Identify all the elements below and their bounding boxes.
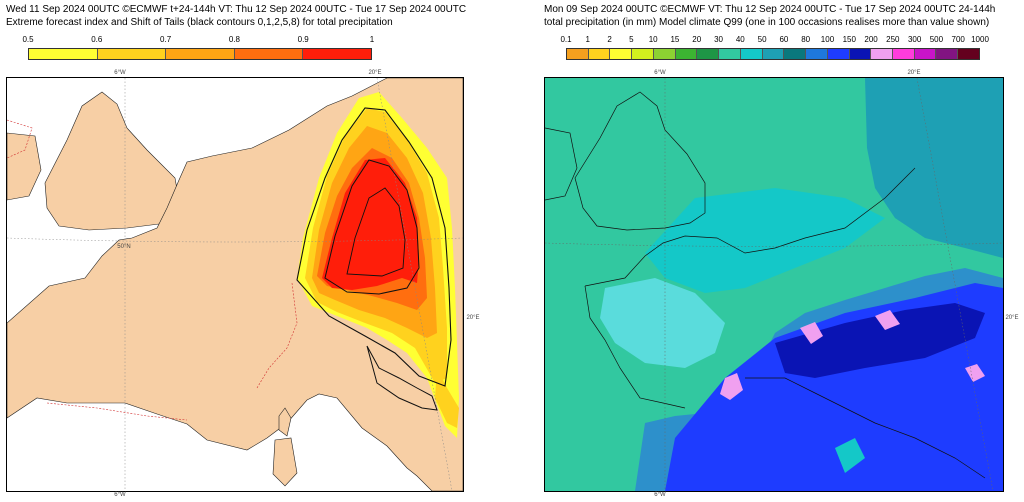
legend-tick-label: 15 (670, 35, 680, 44)
legend-tick-label: 0.8 (228, 35, 240, 44)
legend-tick-label: 20 (692, 35, 702, 44)
ireland-outline (545, 127, 578, 201)
climate-gulf-zone (775, 303, 985, 378)
legend-swatch (29, 49, 98, 59)
contour-2 (346, 187, 406, 277)
legend-tick-label: 700 (951, 35, 965, 44)
legend-tick-label: 300 (907, 35, 922, 44)
legend-swatch (632, 49, 654, 59)
legend-tick-label: 60 (779, 35, 789, 44)
legend-tick-label: 5 (629, 35, 634, 44)
legend-swatch (97, 49, 167, 59)
great-britain-outline (574, 91, 706, 231)
efi-label-50n: 50°N (117, 244, 131, 250)
great-britain (44, 91, 182, 231)
parallel-50n (7, 237, 463, 243)
climate-sardinia (835, 438, 865, 473)
orography-rhone (256, 282, 298, 389)
legend-swatch (567, 49, 589, 59)
legend-swatch (303, 49, 371, 59)
climate-central-europe (865, 78, 1003, 258)
efi-label-top-20e: 20°E (368, 70, 382, 76)
climate-title-line1: Mon 09 Sep 2024 00UTC ©ECMWF VT: Thu 12 … (544, 4, 996, 15)
legend-swatch (166, 49, 235, 59)
contour-0 (296, 107, 452, 387)
legend-swatch (740, 49, 763, 59)
climate-western-france (600, 278, 725, 368)
legend-swatch (914, 49, 937, 59)
climate-title-line2: total precipitation (in mm) Model climat… (544, 17, 990, 28)
contour-1 (324, 159, 420, 295)
legend-swatch (806, 49, 828, 59)
efi-title-line2: Extreme forecast index and Shift of Tail… (6, 17, 393, 28)
efi-label-bottom-6w: 6°W (114, 492, 126, 498)
legend-swatch (958, 49, 979, 59)
climate-pink-3 (720, 373, 743, 400)
legend-tick-label: 0.5 (22, 35, 34, 44)
legend-swatch (675, 49, 698, 59)
efi-label-top-6w: 6°W (114, 70, 126, 76)
legend-swatch (234, 49, 304, 59)
climate-pink-1 (800, 322, 823, 344)
climate-pink-4 (965, 364, 985, 382)
ireland (7, 132, 42, 201)
efi-map-canvas (7, 78, 463, 491)
legend-tick-label: 1 (369, 35, 375, 44)
climate-map (544, 77, 1004, 492)
legend-tick-label: 150 (842, 35, 856, 44)
italy-coast (745, 377, 986, 479)
legend-tick-label: 1 (585, 35, 591, 44)
legend-tick-label: 10 (648, 35, 658, 44)
climate-panel: Mon 09 Sep 2024 00UTC ©ECMWF VT: Thu 12 … (512, 0, 1024, 502)
legend-tick-label: 100 (820, 35, 835, 44)
corsica (278, 407, 292, 437)
france-west-coast (584, 285, 686, 409)
legend-swatch (653, 49, 676, 59)
legend-tick-label: 200 (864, 35, 878, 44)
efi-title-line1: Wed 11 Sep 2024 00UTC ©ECMWF t+24-144h V… (6, 4, 467, 15)
legend-tick-label: 1000 (971, 35, 989, 44)
climate-label-right-20e: 20°E (1005, 315, 1019, 321)
legend-tick-label: 50 (757, 35, 767, 44)
legend-swatch (827, 49, 850, 59)
legend-tick-label: 30 (714, 35, 723, 44)
sardinia (272, 437, 298, 487)
climate-colorbar (566, 48, 980, 60)
legend-swatch (719, 49, 741, 59)
legend-swatch (893, 49, 915, 59)
legend-tick-label: 0.6 (91, 35, 103, 44)
contour-alps (366, 345, 438, 411)
legend-tick-label: 0.1 (560, 35, 572, 44)
efi-map (6, 77, 464, 492)
climate-label-top-6w: 6°W (654, 70, 666, 76)
legend-swatch (849, 49, 872, 59)
legend-tick-label: 500 (929, 35, 944, 44)
legend-swatch (697, 49, 720, 59)
legend-swatch (762, 49, 785, 59)
legend-tick-label: 0.9 (297, 35, 309, 44)
orography-iberia (46, 402, 188, 421)
legend-swatch (610, 49, 633, 59)
legend-tick-label: 40 (735, 35, 745, 44)
efi-red-zone (322, 158, 419, 290)
legend-swatch (871, 49, 894, 59)
legend-tick-label: 0.7 (160, 35, 172, 44)
climate-label-bottom-6w: 6°W (654, 492, 666, 498)
continent-outline (584, 167, 916, 287)
legend-tick-label: 80 (801, 35, 811, 44)
efi-panel: Wed 11 Sep 2024 00UTC ©ECMWF t+24-144h V… (6, 4, 480, 498)
climate-pink-2 (875, 310, 900, 330)
legend-swatch (784, 49, 807, 59)
legend-swatch (936, 49, 959, 59)
efi-label-right-20e: 20°E (466, 315, 480, 321)
efi-colorbar (28, 48, 372, 60)
climate-map-canvas (545, 78, 1003, 491)
climate-label-top-20e: 20°E (907, 70, 921, 76)
legend-tick-label: 2 (607, 35, 612, 44)
parallel-50n (545, 242, 1003, 247)
climate-north-zone (645, 188, 885, 293)
efi-balkan-zone (435, 368, 459, 428)
legend-swatch (588, 49, 611, 59)
legend-tick-label: 250 (886, 35, 900, 44)
